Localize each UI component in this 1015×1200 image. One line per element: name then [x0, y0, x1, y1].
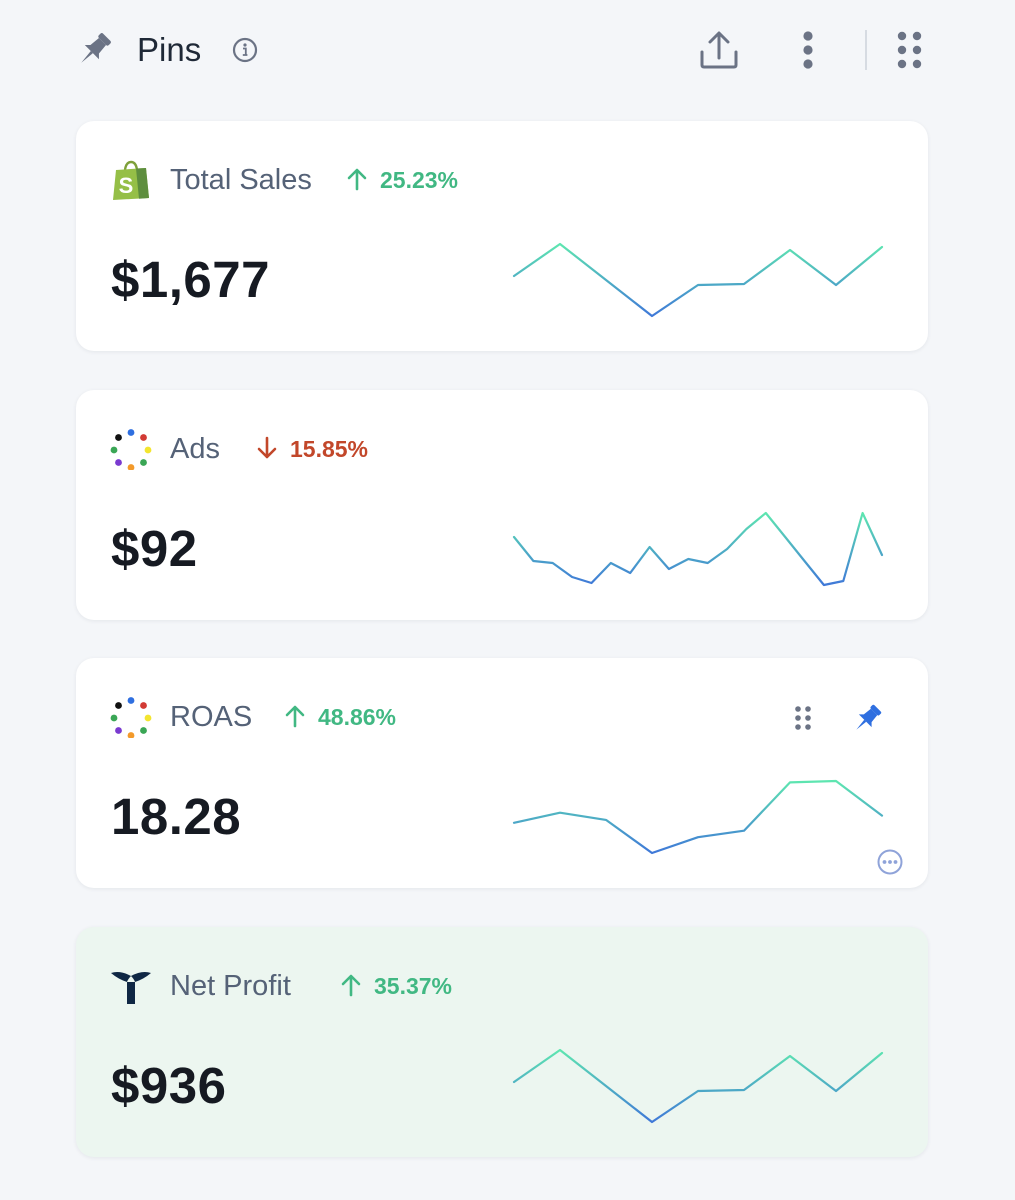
- card-title: ROAS: [170, 701, 253, 733]
- header-divider: [865, 30, 867, 70]
- change-percent: 35.37%: [374, 973, 453, 999]
- metric-card-net-profit[interactable]: Net Profit 35.37% $936: [76, 927, 928, 1157]
- change-percent: 15.85%: [290, 436, 369, 462]
- metric-value: $936: [111, 1057, 227, 1114]
- arrow-up-icon: [285, 705, 305, 728]
- grid-dots-icon[interactable]: [893, 28, 927, 72]
- sparkline-chart: [512, 511, 884, 587]
- pin-icon[interactable]: [850, 702, 884, 736]
- shopify-bag-icon: S: [113, 160, 149, 200]
- colored-dots-ring-icon: [110, 697, 152, 738]
- metric-card-total-sales[interactable]: S Total Sales 25.23% $1,677: [76, 121, 928, 351]
- sparkline-series: [512, 779, 884, 855]
- card-title: Ads: [170, 433, 220, 465]
- metric-card-ads[interactable]: Ads 15.85% $92: [76, 390, 928, 620]
- svg-text:S: S: [119, 173, 134, 198]
- metric-value: 18.28: [111, 788, 242, 845]
- card-title: Net Profit: [170, 970, 291, 1002]
- card-title: Total Sales: [170, 164, 312, 196]
- metric-value: $1,677: [111, 251, 270, 308]
- pin-icon: [81, 33, 111, 63]
- change-indicator: 25.23%: [344, 165, 458, 195]
- whale-tail-logo-icon: [111, 972, 151, 1004]
- sparkline-chart: [512, 1048, 884, 1124]
- change-indicator: 48.86%: [282, 702, 396, 732]
- arrow-down-icon: [257, 436, 277, 459]
- change-percent: 25.23%: [380, 167, 459, 193]
- sparkline-series: [512, 511, 884, 587]
- sparkline-series: [512, 242, 884, 318]
- metric-value: $92: [111, 520, 198, 577]
- sparkline-chart: [512, 779, 884, 855]
- more-vertical-icon[interactable]: [795, 28, 821, 72]
- pins-header: Pins: [0, 0, 1015, 100]
- change-indicator: 15.85%: [254, 434, 368, 464]
- arrow-up-icon: [341, 974, 361, 997]
- arrow-up-icon: [347, 168, 367, 191]
- page-title: Pins: [137, 31, 202, 68]
- sparkline-series: [512, 1048, 884, 1124]
- info-icon[interactable]: [232, 37, 258, 63]
- upload-icon[interactable]: [697, 28, 741, 72]
- change-percent: 48.86%: [318, 704, 397, 730]
- metric-card-roas[interactable]: ROAS 48.86% 18.28: [76, 658, 928, 888]
- more-horizontal-icon[interactable]: [876, 848, 904, 876]
- drag-handle-icon[interactable]: [792, 703, 814, 733]
- sparkline-chart: [512, 242, 884, 318]
- change-indicator: 35.37%: [338, 971, 452, 1001]
- colored-dots-ring-icon: [110, 429, 152, 470]
